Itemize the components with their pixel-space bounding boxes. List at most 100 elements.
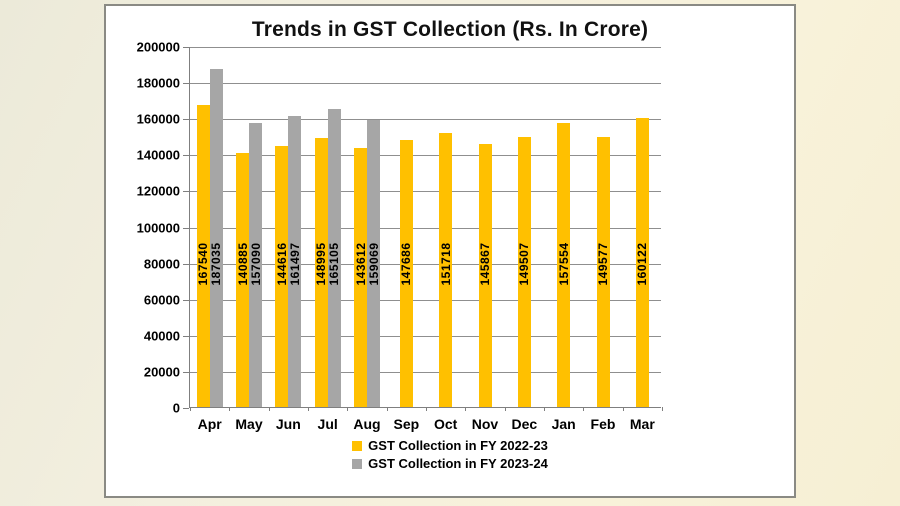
x-axis-tick bbox=[308, 407, 309, 411]
y-axis-tick bbox=[183, 47, 189, 48]
x-axis-label: Sep bbox=[393, 416, 420, 432]
y-gridline bbox=[190, 191, 661, 193]
x-axis-label: Apr bbox=[197, 416, 222, 432]
bar-value-label: 187035 bbox=[209, 242, 224, 286]
bar-value-label: 144616 bbox=[274, 242, 289, 286]
bar bbox=[596, 137, 610, 407]
bar bbox=[439, 133, 453, 407]
x-axis-label: May bbox=[235, 416, 263, 432]
bar bbox=[209, 69, 223, 407]
y-axis-tick bbox=[183, 299, 189, 301]
bar bbox=[314, 138, 328, 407]
y-axis-tick bbox=[183, 408, 189, 409]
bar bbox=[354, 147, 367, 407]
x-axis-label: Nov bbox=[471, 416, 499, 432]
y-axis-tick bbox=[183, 227, 189, 229]
y-axis-label: 0 bbox=[172, 400, 180, 416]
bar bbox=[236, 152, 249, 407]
bar-value-label: 143612 bbox=[353, 242, 368, 286]
bar bbox=[196, 104, 210, 407]
bar-value-label: 160122 bbox=[635, 242, 650, 286]
x-axis-tick bbox=[229, 407, 231, 411]
bar bbox=[288, 115, 302, 407]
y-axis-label: 120000 bbox=[136, 183, 180, 199]
bar bbox=[517, 137, 531, 407]
y-axis-label: 160000 bbox=[136, 111, 180, 127]
bar bbox=[399, 140, 413, 407]
chart-legend: GST Collection in FY 2022-23 GST Collecti… bbox=[106, 438, 794, 471]
bar-value-label: 145867 bbox=[478, 242, 492, 286]
bar-value-label: 151718 bbox=[438, 242, 453, 286]
y-axis-tick bbox=[183, 119, 189, 121]
x-axis-tick bbox=[190, 407, 191, 411]
bar-value-label: 165105 bbox=[327, 242, 342, 286]
x-axis-tick bbox=[504, 407, 506, 411]
x-axis-label: Jan bbox=[551, 416, 576, 432]
y-gridline bbox=[190, 83, 661, 85]
y-axis-tick bbox=[183, 83, 189, 85]
bar-value-label: 157554 bbox=[556, 242, 571, 286]
chart-panel: Trends in GST Collection (Rs. In Crore) … bbox=[104, 4, 796, 498]
bar bbox=[249, 123, 262, 407]
legend-label: GST Collection in FY 2023-24 bbox=[368, 456, 548, 471]
legend-swatch-icon bbox=[352, 440, 363, 451]
y-axis-label: 140000 bbox=[136, 147, 180, 163]
y-gridline bbox=[190, 371, 661, 373]
x-axis-tick bbox=[426, 407, 427, 411]
y-gridline bbox=[190, 155, 661, 157]
y-gridline bbox=[190, 299, 661, 301]
y-gridline bbox=[190, 335, 661, 337]
y-gridline bbox=[190, 47, 661, 48]
y-axis-label: 60000 bbox=[143, 292, 180, 308]
x-axis-label: Dec bbox=[511, 416, 538, 432]
y-axis-tick bbox=[183, 191, 189, 193]
legend-label: GST Collection in FY 2022-23 bbox=[368, 438, 548, 453]
x-axis-tick bbox=[583, 407, 585, 411]
bar bbox=[557, 122, 571, 407]
y-axis-tick bbox=[183, 335, 189, 337]
y-axis-label: 20000 bbox=[143, 364, 180, 380]
x-axis-tick bbox=[662, 407, 663, 411]
bar bbox=[635, 117, 649, 407]
x-axis-label: Jul bbox=[317, 416, 338, 432]
legend-item: GST Collection in FY 2023-24 bbox=[352, 456, 548, 471]
y-axis-label: 180000 bbox=[136, 75, 180, 91]
chart-title: Trends in GST Collection (Rs. In Crore) bbox=[251, 18, 649, 41]
x-axis-label: Oct bbox=[433, 416, 458, 432]
bar bbox=[275, 145, 289, 407]
bar bbox=[367, 119, 380, 407]
bar bbox=[478, 143, 492, 407]
y-axis-tick bbox=[183, 155, 189, 157]
x-axis-tick bbox=[347, 407, 349, 411]
x-axis-tick bbox=[622, 407, 624, 411]
y-axis-label: 80000 bbox=[143, 256, 180, 272]
y-gridline bbox=[190, 119, 661, 121]
y-axis-label: 100000 bbox=[136, 220, 180, 235]
y-axis-label: 40000 bbox=[143, 328, 180, 344]
legend-swatch-icon bbox=[352, 458, 363, 469]
y-gridline bbox=[190, 263, 661, 265]
y-axis-label: 200000 bbox=[136, 39, 180, 55]
y-gridline bbox=[190, 227, 661, 229]
x-axis-label: Feb bbox=[590, 416, 616, 432]
bar-value-label: 157090 bbox=[248, 242, 263, 286]
x-axis-tick bbox=[544, 407, 545, 411]
y-axis-tick bbox=[183, 371, 189, 373]
bar-value-label: 140885 bbox=[235, 242, 250, 286]
x-axis-tick bbox=[386, 407, 388, 411]
y-axis-tick bbox=[183, 263, 189, 265]
bar-value-label: 159069 bbox=[366, 242, 381, 286]
bar bbox=[327, 109, 341, 407]
bar-value-label: 149507 bbox=[517, 242, 532, 286]
plot-area: 0 20000 40000 60000 80000 100000 120000 140000 1… bbox=[137, 40, 663, 432]
x-axis-label: Aug bbox=[353, 416, 381, 432]
x-axis-tick bbox=[465, 407, 467, 411]
x-axis-label: Mar bbox=[629, 416, 655, 432]
legend-item: GST Collection in FY 2022-23 bbox=[352, 438, 548, 453]
bar-value-label: 147686 bbox=[399, 242, 414, 286]
bar-value-label: 161497 bbox=[287, 242, 302, 286]
x-axis-label: Jun bbox=[275, 416, 301, 432]
bar-value-label: 149577 bbox=[596, 242, 610, 286]
x-axis-tick bbox=[268, 407, 270, 411]
